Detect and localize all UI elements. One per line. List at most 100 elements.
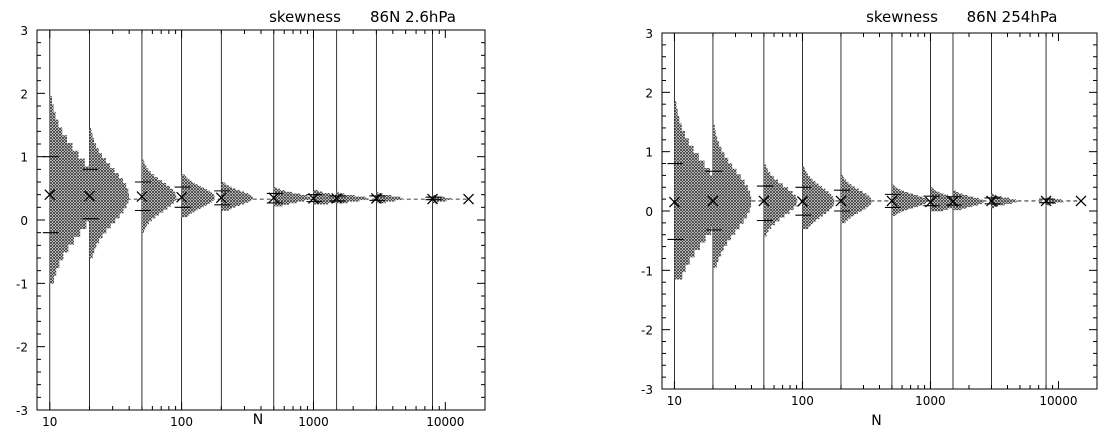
histogram-bin [89,193,130,199]
histogram-bin [840,181,849,185]
histogram-bin [802,196,834,199]
histogram-bin [181,197,215,200]
x-tick-label: 1000 [298,415,329,429]
histogram-bin [674,205,723,213]
chart-panel-right: -3 -2 -1 0 1 2 3 10 100 1000 10000 skewness 86N 254h… [641,8,1098,429]
histogram-bin [49,220,87,230]
y-tick-label: -2 [16,341,28,355]
histogram-bin [181,179,190,182]
histogram-bin [674,145,694,154]
histogram-bin [181,202,210,205]
histogram-bin [802,206,832,210]
histogram-bin [991,200,1017,203]
histogram-bin [763,198,798,203]
histogram-bin [221,188,236,191]
chart-panel-left: -3 -2 -1 0 1 2 3 10 100 1000 10000 skewness 86N 2.6h… [16,8,486,429]
histogram-bin [221,197,253,200]
histogram-bin [89,228,107,234]
histogram-bin [712,190,751,197]
histogram-bin [181,215,188,218]
histogram-bin [89,133,93,139]
histogram-10 [674,101,724,280]
histogram-bin [712,212,748,219]
histogram-bin [674,167,711,176]
histogram-bin [891,196,923,199]
histogram-bin [802,168,806,172]
mean-marker [427,193,438,205]
histogram-200 [840,174,872,224]
histogram-1000 [313,189,348,205]
histogram-bin [802,208,830,212]
x-tick-label: 10000 [1039,394,1077,408]
histogram-bin [802,221,814,225]
mean-marker [835,195,847,207]
histogram-bin [141,223,147,228]
histogram-bin [181,185,201,188]
histogram-bin [763,187,789,192]
histogram-bin [712,207,750,213]
histogram-bin [712,234,732,241]
histogram-bin [49,111,56,120]
histogram-bin [840,190,863,194]
histogram-bin [141,185,171,190]
histogram-bin [991,193,994,195]
histogram-20 [89,128,130,259]
histogram-bin [674,234,706,243]
mean-marker [84,190,95,202]
histogram-bin [763,213,785,218]
histogram-bin [273,187,277,189]
histogram-bin [712,218,744,224]
histogram-bin [49,119,59,128]
histogram-bin [89,243,97,249]
histogram-bin [181,198,214,201]
histogram-50 [763,164,798,237]
histogram-bin [674,242,700,250]
histogram-bin [891,200,928,203]
mean-marker [707,195,719,207]
y-tick-label: -2 [641,324,653,338]
mean-marker [308,193,319,204]
histogram-bin [712,229,736,235]
histogram-bin [89,158,106,164]
histogram-bin [89,223,111,229]
histogram-bin [49,228,81,237]
histogram-100 [802,166,835,230]
chart-subtitle: 86N 254hPa [967,8,1058,26]
histogram-bin [181,205,204,208]
histogram-bin [802,198,835,202]
histogram-bin [763,183,783,188]
histogram-bin [712,179,745,186]
x-tick-label: 1000 [915,394,946,408]
histogram-bin [991,203,1005,206]
mean-marker [886,195,898,207]
histogram-bin [930,205,958,207]
histogram-bin [991,206,995,209]
histogram-bin [221,194,252,197]
histogram-bin [840,179,847,183]
histogram-bin [952,193,963,196]
histogram-bin [802,223,811,227]
histogram-bin [802,211,827,215]
histogram-10 [49,96,100,284]
histogram-bin [802,226,809,230]
histogram-bin [49,143,73,152]
histogram-bin [1046,200,1064,203]
mean-marker [44,189,56,201]
histogram-bin [141,203,172,207]
histogram-bin [712,250,721,257]
histogram-bin [802,183,819,187]
histogram-bin [181,193,214,196]
histogram-bin [376,196,401,199]
histogram-bin [141,188,174,193]
histogram-bin [273,202,290,205]
histogram-bin [141,180,163,184]
histogram-bin [89,138,95,144]
histogram-bin [840,220,846,224]
histogram-bin [763,228,769,233]
histogram-bin [952,194,968,197]
histogram-bin [181,184,198,187]
histogram-bin [181,195,215,198]
histogram-bin [952,205,973,208]
histogram-bin [89,148,99,154]
histogram-bin [891,186,896,188]
